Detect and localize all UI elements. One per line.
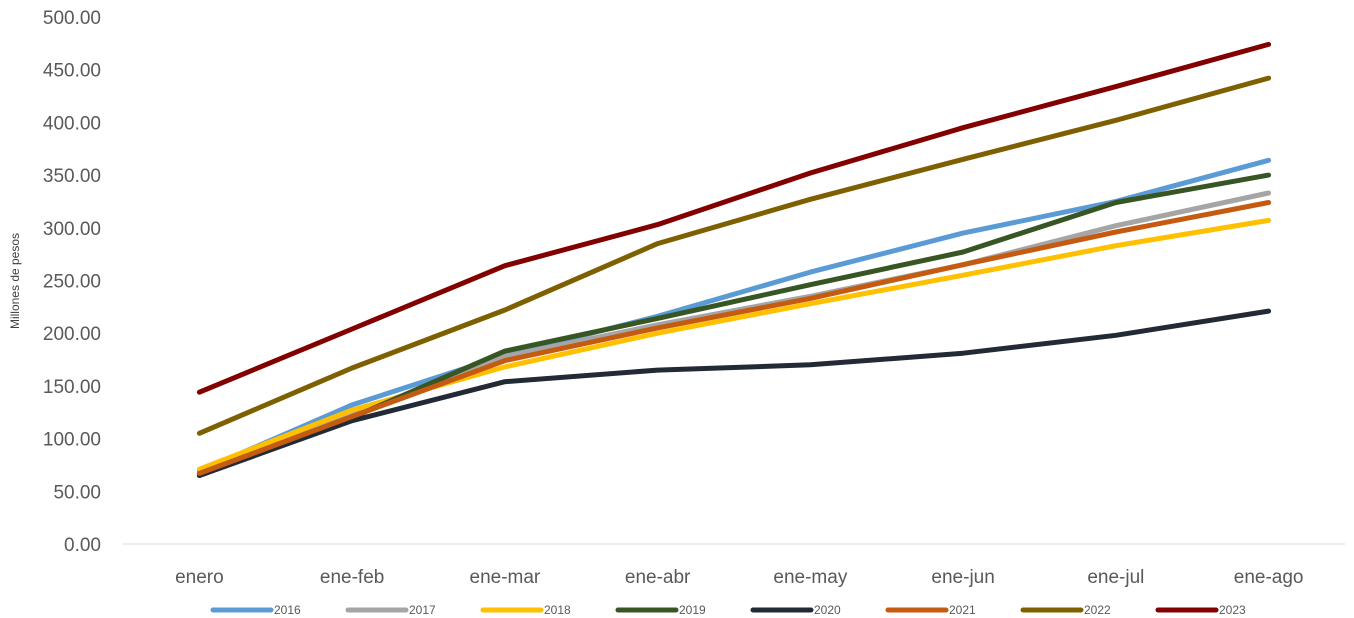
y-tick-label: 250.00 xyxy=(43,272,101,293)
series-line-2020 xyxy=(199,311,1268,475)
series-line-2022 xyxy=(199,78,1268,433)
x-tick-label: ene-ago xyxy=(1234,567,1304,588)
y-tick-label: 500.00 xyxy=(43,8,101,29)
x-tick-label: ene-jun xyxy=(931,567,994,588)
y-tick-label: 150.00 xyxy=(43,377,101,398)
y-tick-label: 400.00 xyxy=(43,113,101,134)
legend-label-2023: 2023 xyxy=(1219,603,1246,617)
x-tick-label: ene-jul xyxy=(1087,567,1144,588)
legend-label-2019: 2019 xyxy=(679,603,706,617)
legend: 2016 2017 2018 2019 2020 2021 2022 2023 xyxy=(213,603,1246,617)
series-line-2023 xyxy=(199,44,1268,392)
y-tick-label: 200.00 xyxy=(43,324,101,345)
x-tick-label: ene-may xyxy=(773,567,847,588)
legend-label-2021: 2021 xyxy=(949,603,976,617)
x-axis-ticks: enero ene-feb ene-mar ene-abr ene-may ene-jun… xyxy=(175,567,1303,588)
legend-label-2020: 2020 xyxy=(814,603,841,617)
legend-label-2016: 2016 xyxy=(274,603,301,617)
x-tick-label: ene-abr xyxy=(625,567,691,588)
x-tick-label: ene-mar xyxy=(470,567,541,588)
legend-label-2018: 2018 xyxy=(544,603,571,617)
y-tick-label: 300.00 xyxy=(43,219,101,240)
y-tick-label: 50.00 xyxy=(53,482,101,503)
y-tick-label: 0.00 xyxy=(64,535,101,556)
y-axis-ticks: 0.00 50.00 100.00 150.00 200.00 250.00 300.00 3… xyxy=(43,8,101,556)
legend-label-2017: 2017 xyxy=(409,603,436,617)
y-tick-label: 100.00 xyxy=(43,430,101,451)
series-lines xyxy=(199,44,1268,475)
x-tick-label: ene-feb xyxy=(320,567,384,588)
series-line-2018 xyxy=(199,220,1268,469)
legend-label-2022: 2022 xyxy=(1084,603,1111,617)
y-tick-label: 450.00 xyxy=(43,61,101,82)
x-tick-label: enero xyxy=(175,567,224,588)
y-axis-label: Millones de pesos xyxy=(8,233,22,329)
y-tick-label: 350.00 xyxy=(43,166,101,187)
